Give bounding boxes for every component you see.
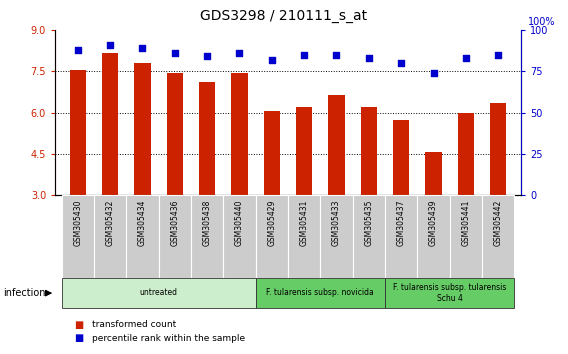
Bar [223, 195, 256, 278]
Bar [256, 278, 385, 308]
Text: GSM305431: GSM305431 [300, 199, 308, 246]
Text: GSM305437: GSM305437 [396, 199, 406, 246]
Text: 100%: 100% [528, 17, 556, 27]
Bar [166, 73, 183, 195]
Point [203, 54, 212, 59]
Text: untreated: untreated [140, 289, 178, 297]
Text: GSM305442: GSM305442 [494, 199, 503, 246]
Point [170, 50, 179, 56]
Text: GSM305433: GSM305433 [332, 199, 341, 246]
Bar [425, 153, 441, 195]
Point [138, 45, 147, 51]
Bar [61, 278, 256, 308]
Bar [191, 195, 223, 278]
Text: GSM305441: GSM305441 [461, 199, 470, 246]
Point [396, 60, 406, 66]
Point [429, 70, 438, 76]
Text: ■: ■ [74, 333, 83, 343]
Bar [393, 120, 410, 195]
Bar [256, 195, 288, 278]
Text: GDS3298 / 210111_s_at: GDS3298 / 210111_s_at [201, 9, 367, 23]
Bar [158, 195, 191, 278]
Text: infection: infection [3, 288, 45, 298]
Point [461, 55, 470, 61]
Bar [135, 63, 151, 195]
Text: GSM305434: GSM305434 [138, 199, 147, 246]
Text: GSM305439: GSM305439 [429, 199, 438, 246]
Text: transformed count: transformed count [92, 320, 176, 330]
Bar [417, 195, 450, 278]
Point [73, 47, 82, 53]
Bar [70, 70, 86, 195]
Bar [264, 111, 280, 195]
Text: GSM305435: GSM305435 [364, 199, 373, 246]
Bar [61, 195, 94, 278]
Bar [126, 195, 158, 278]
Point [268, 57, 277, 63]
Text: F. tularensis subsp. novicida: F. tularensis subsp. novicida [266, 289, 374, 297]
Bar [288, 195, 320, 278]
Text: percentile rank within the sample: percentile rank within the sample [92, 333, 245, 343]
Bar [450, 195, 482, 278]
Bar [361, 107, 377, 195]
Bar [296, 107, 312, 195]
Bar [231, 73, 248, 195]
Bar [385, 278, 515, 308]
Text: GSM305429: GSM305429 [268, 199, 276, 246]
Point [235, 50, 244, 56]
Bar [482, 195, 515, 278]
Point [364, 55, 373, 61]
Bar [199, 82, 215, 195]
Point [332, 52, 341, 58]
Bar [385, 195, 417, 278]
Bar [320, 195, 353, 278]
Bar [490, 103, 506, 195]
Text: GSM305432: GSM305432 [106, 199, 115, 246]
Text: GSM305430: GSM305430 [73, 199, 82, 246]
Text: ■: ■ [74, 320, 83, 330]
Text: F. tularensis subsp. tularensis
Schu 4: F. tularensis subsp. tularensis Schu 4 [393, 283, 507, 303]
Text: GSM305436: GSM305436 [170, 199, 179, 246]
Bar [458, 113, 474, 195]
Bar [353, 195, 385, 278]
Text: GSM305438: GSM305438 [203, 199, 212, 246]
Point [299, 52, 308, 58]
Point [106, 42, 115, 48]
Bar [328, 95, 345, 195]
Bar [94, 195, 126, 278]
Point [494, 52, 503, 58]
Bar [102, 53, 118, 195]
Text: GSM305440: GSM305440 [235, 199, 244, 246]
